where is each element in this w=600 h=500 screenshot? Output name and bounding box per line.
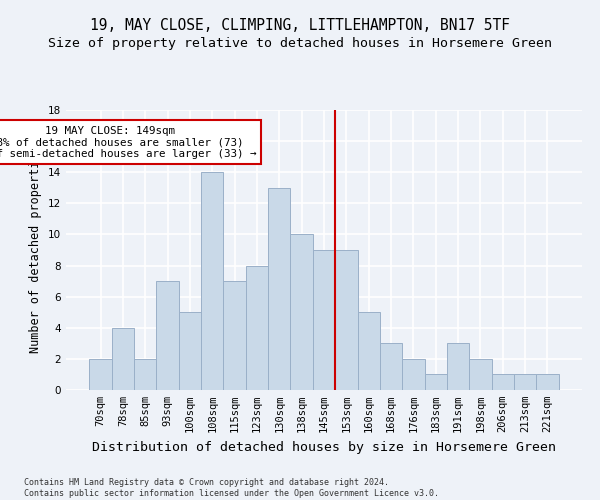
Bar bbox=[201, 172, 223, 390]
Bar bbox=[514, 374, 536, 390]
Bar bbox=[179, 312, 201, 390]
Bar bbox=[313, 250, 335, 390]
Bar bbox=[469, 359, 491, 390]
Bar bbox=[536, 374, 559, 390]
Bar bbox=[89, 359, 112, 390]
Bar bbox=[380, 344, 402, 390]
Text: Contains HM Land Registry data © Crown copyright and database right 2024.
Contai: Contains HM Land Registry data © Crown c… bbox=[24, 478, 439, 498]
Bar bbox=[491, 374, 514, 390]
Bar bbox=[134, 359, 157, 390]
Bar bbox=[447, 344, 469, 390]
Bar bbox=[402, 359, 425, 390]
Bar bbox=[157, 281, 179, 390]
Bar bbox=[425, 374, 447, 390]
Bar bbox=[112, 328, 134, 390]
Y-axis label: Number of detached properties: Number of detached properties bbox=[29, 146, 43, 354]
Bar bbox=[268, 188, 290, 390]
Bar bbox=[246, 266, 268, 390]
Bar bbox=[223, 281, 246, 390]
Text: 19, MAY CLOSE, CLIMPING, LITTLEHAMPTON, BN17 5TF: 19, MAY CLOSE, CLIMPING, LITTLEHAMPTON, … bbox=[90, 18, 510, 32]
Bar bbox=[335, 250, 358, 390]
X-axis label: Distribution of detached houses by size in Horsemere Green: Distribution of detached houses by size … bbox=[92, 440, 556, 454]
Text: Size of property relative to detached houses in Horsemere Green: Size of property relative to detached ho… bbox=[48, 38, 552, 51]
Bar bbox=[358, 312, 380, 390]
Bar bbox=[290, 234, 313, 390]
Text: 19 MAY CLOSE: 149sqm
← 68% of detached houses are smaller (73)
31% of semi-detac: 19 MAY CLOSE: 149sqm ← 68% of detached h… bbox=[0, 126, 256, 159]
